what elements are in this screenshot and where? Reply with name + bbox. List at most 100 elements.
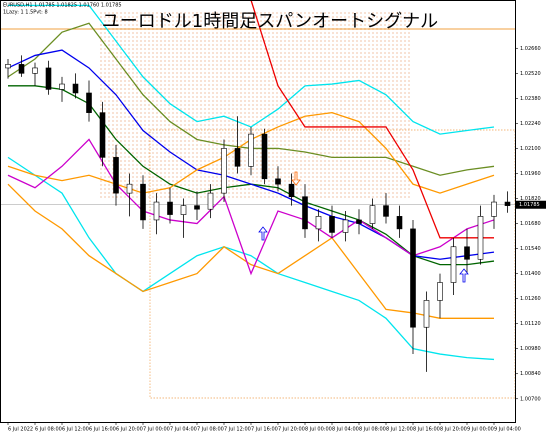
- candle: [113, 144, 119, 206]
- candle-body: [261, 133, 268, 180]
- candle: [275, 166, 281, 192]
- candle-body: [396, 216, 403, 230]
- candle: [99, 101, 106, 167]
- candle-body: [437, 282, 443, 301]
- x-tick-label: 7 Jul 00:00: [143, 427, 170, 433]
- candle-body: [464, 246, 470, 260]
- x-tick-label: 8 Jul 00:00: [305, 427, 332, 433]
- candle: [288, 173, 295, 206]
- candle: [450, 237, 457, 296]
- candle: [383, 193, 389, 224]
- candle-body: [410, 228, 416, 328]
- candle: [315, 209, 322, 242]
- indicator-info: 1Lazy: 1 1.5Pvt: 8: [3, 10, 48, 16]
- x-tick-label: 8 Jul 20:00: [440, 427, 467, 433]
- candle: [491, 194, 497, 229]
- candle: [302, 184, 308, 238]
- candle: [261, 128, 268, 185]
- plot-frame: [0, 0, 516, 423]
- candle: [423, 291, 430, 372]
- symbol-info: EURUSD,H1 1.01785 1.01825 1.01760 1.0178…: [3, 3, 122, 9]
- candle-body: [86, 92, 92, 113]
- candle-body: [99, 112, 106, 158]
- candle-body: [288, 183, 295, 197]
- candle-body: [234, 148, 241, 167]
- x-tick-label: 6 Jul 20:00: [116, 427, 143, 433]
- candle-body: [356, 219, 362, 224]
- candle: [464, 228, 470, 274]
- candle: [221, 139, 227, 203]
- candle: [59, 76, 65, 102]
- candle: [410, 219, 416, 355]
- candle-body: [450, 246, 457, 283]
- candle-body: [248, 133, 254, 167]
- buy-arrow: [258, 226, 268, 241]
- y-tick-label: 1.01960: [520, 171, 541, 177]
- candle-body: [369, 205, 376, 224]
- candle-body: [383, 205, 389, 217]
- candle-body: [32, 67, 38, 74]
- x-tick-label: 7 Jul 04:00: [170, 427, 197, 433]
- y-tick-label: 1.02100: [520, 146, 541, 152]
- candle: [477, 205, 484, 265]
- candle: [234, 116, 241, 174]
- candle-body: [194, 205, 200, 210]
- candle: [437, 273, 443, 319]
- price-box: [516, 200, 546, 209]
- candle-body: [18, 64, 25, 74]
- chart-title: ユーロドル1時間足スパンオートシグナル: [102, 11, 438, 32]
- y-tick-label: 1.00700: [520, 396, 541, 402]
- candle: [32, 62, 38, 86]
- candle-body: [491, 201, 497, 217]
- candle: [126, 173, 133, 217]
- y-tick-label: 1.01400: [520, 271, 541, 277]
- candle: [86, 80, 92, 122]
- candle-body: [477, 216, 484, 260]
- x-tick-label: 6 Jul 16:00: [89, 427, 116, 433]
- candle-body: [504, 201, 511, 206]
- candle-body: [342, 219, 349, 233]
- y-tick-label: 1.01260: [520, 296, 541, 302]
- candle: [342, 211, 349, 242]
- buy-arrow: [459, 268, 469, 283]
- x-tick-label: 8 Jul 08:00: [359, 427, 386, 433]
- y-tick-label: 1.00980: [520, 346, 541, 352]
- y-tick-label: 1.02520: [520, 71, 541, 77]
- candle-body: [167, 201, 173, 215]
- candle: [18, 55, 25, 77]
- y-tick-label: 1.01820: [520, 196, 541, 202]
- indicator-line: [250, 0, 494, 239]
- candle: [369, 198, 376, 229]
- candle: [45, 60, 52, 95]
- y-tick-label: 1.01540: [520, 246, 541, 252]
- x-tick-label: 6 Jul 08:00: [35, 427, 62, 433]
- x-tick-label: 6 Jul 2022: [8, 427, 33, 433]
- candle-body: [5, 64, 11, 69]
- x-tick-label: 7 Jul 12:00: [224, 427, 251, 433]
- candle-body: [140, 183, 146, 221]
- cloud-hatch: [100, 10, 412, 200]
- candle-body: [302, 196, 308, 230]
- x-tick-label: 9 Jul 04:00: [494, 427, 521, 433]
- candle: [396, 205, 403, 238]
- x-tick-label: 7 Jul 08:00: [197, 427, 224, 433]
- candle-body: [180, 205, 187, 215]
- candle: [180, 198, 187, 238]
- candle: [504, 191, 511, 213]
- candle: [5, 59, 11, 79]
- x-tick-label: 7 Jul 16:00: [251, 427, 278, 433]
- candle: [140, 175, 146, 229]
- candle-body: [207, 192, 214, 210]
- candle: [167, 187, 173, 224]
- candle-body: [126, 183, 133, 194]
- y-tick-label: 1.02240: [520, 121, 541, 127]
- candle: [153, 193, 160, 235]
- y-tick-label: 1.02380: [520, 96, 541, 102]
- candle: [356, 209, 362, 235]
- x-tick-label: 9 Jul 00:00: [467, 427, 494, 433]
- plot-area: [0, 0, 515, 372]
- candle: [248, 126, 254, 176]
- y-tick-label: 1.00840: [520, 371, 541, 377]
- candle-body: [221, 148, 227, 194]
- x-tick-label: 8 Jul 16:00: [413, 427, 440, 433]
